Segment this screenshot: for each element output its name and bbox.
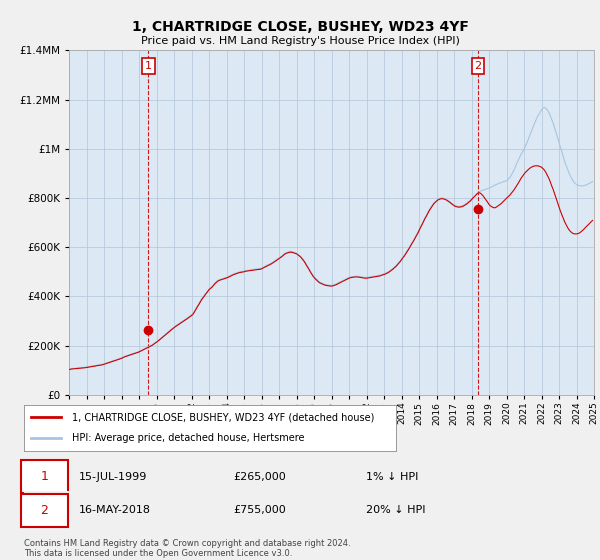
Text: Price paid vs. HM Land Registry's House Price Index (HPI): Price paid vs. HM Land Registry's House … bbox=[140, 36, 460, 46]
FancyBboxPatch shape bbox=[21, 460, 68, 493]
Text: 1: 1 bbox=[145, 60, 152, 71]
Text: Contains HM Land Registry data © Crown copyright and database right 2024.
This d: Contains HM Land Registry data © Crown c… bbox=[24, 539, 350, 558]
Text: £755,000: £755,000 bbox=[234, 505, 287, 515]
Text: 1, CHARTRIDGE CLOSE, BUSHEY, WD23 4YF (detached house): 1, CHARTRIDGE CLOSE, BUSHEY, WD23 4YF (d… bbox=[73, 412, 375, 422]
Text: HPI: Average price, detached house, Hertsmere: HPI: Average price, detached house, Hert… bbox=[73, 433, 305, 444]
FancyBboxPatch shape bbox=[21, 494, 68, 526]
Text: 2: 2 bbox=[40, 503, 49, 517]
Text: 16-MAY-2018: 16-MAY-2018 bbox=[79, 505, 151, 515]
Text: 20% ↓ HPI: 20% ↓ HPI bbox=[366, 505, 426, 515]
Text: 1: 1 bbox=[40, 470, 49, 483]
Text: 2: 2 bbox=[475, 60, 482, 71]
Text: 15-JUL-1999: 15-JUL-1999 bbox=[79, 472, 148, 482]
Text: 1% ↓ HPI: 1% ↓ HPI bbox=[366, 472, 419, 482]
Text: £265,000: £265,000 bbox=[234, 472, 287, 482]
Text: 1, CHARTRIDGE CLOSE, BUSHEY, WD23 4YF: 1, CHARTRIDGE CLOSE, BUSHEY, WD23 4YF bbox=[131, 20, 469, 34]
